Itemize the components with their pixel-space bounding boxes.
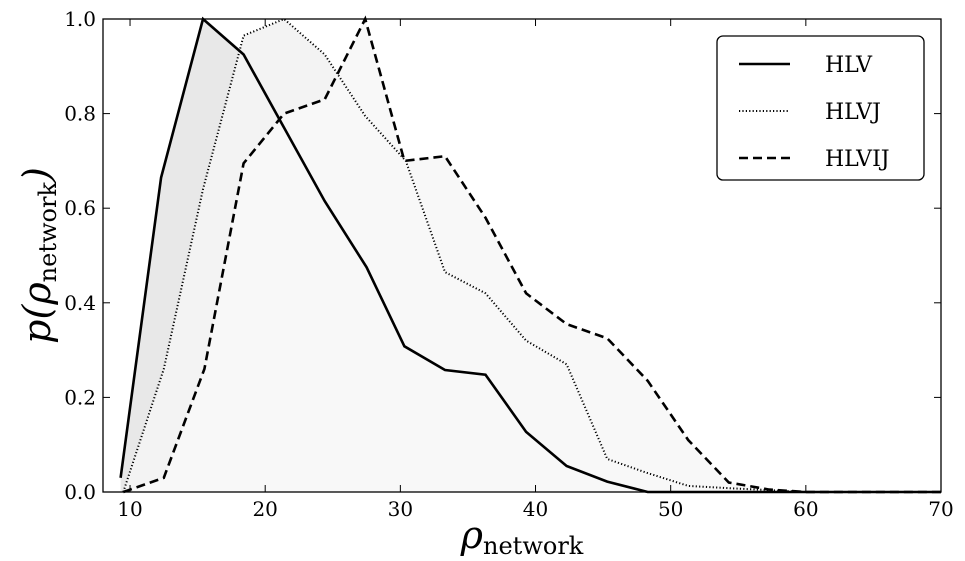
y-tick-label: 0.8 [64,102,96,126]
series-line-HLVJ [122,17,941,493]
x-axis-title-sub: network [483,532,584,560]
x-axis-title: ρnetwork [460,513,584,560]
y-axis-title: p(ρnetwork) [15,167,62,344]
axis-tick-labels: 10 20 30 40 50 60 70 0.0 0.2 0.4 0.6 0.8 1.0 [64,7,954,521]
series-fills [120,19,942,492]
series-line-HLVIJ [122,15,941,494]
legend-box [716,35,925,181]
axis-ticks [103,18,942,493]
x-tick-label: 10 [117,497,142,521]
x-tick-label: 30 [388,497,413,521]
x-tick-label: 50 [658,497,683,521]
y-tick-label: 1.0 [64,7,96,31]
legend-label-HLV: HLV [825,53,873,78]
legend-label-HLVJ: HLVJ [825,100,881,125]
y-axis-title-suffix: ) [15,167,59,183]
x-tick-label: 40 [523,497,548,521]
y-axis-title-sub: network [34,182,62,283]
y-tick-label: 0.0 [64,480,96,504]
x-axis-title-main: ρ [460,513,484,557]
series-fill-HLVIJ [123,19,942,492]
plot-frame [102,18,942,493]
legend-label-HLVIJ: HLVIJ [825,147,890,172]
y-tick-label: 0.4 [64,291,96,315]
y-axis-title-main: ρ [15,282,59,306]
x-tick-label: 70 [928,497,953,521]
y-tick-label: 0.2 [64,385,96,409]
y-tick-label: 0.6 [64,196,96,220]
y-axis-title-prefix: p( [15,303,59,343]
x-tick-label: 60 [793,497,818,521]
x-tick-label: 20 [252,497,277,521]
legend: HLV HLVJ HLVIJ [716,35,925,181]
